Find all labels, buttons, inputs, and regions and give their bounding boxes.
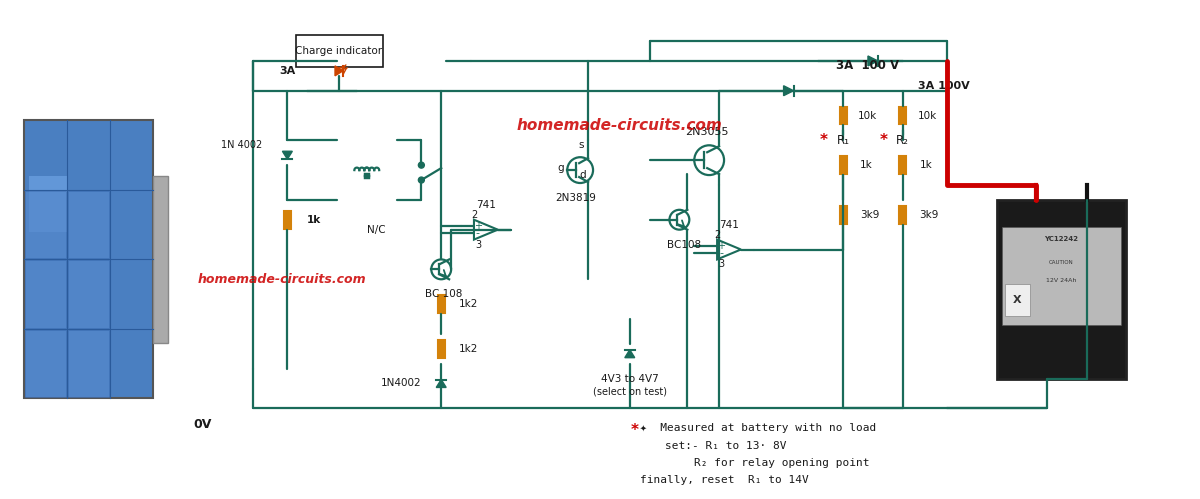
Text: 0V: 0V <box>194 418 212 431</box>
FancyBboxPatch shape <box>25 330 66 397</box>
Text: homemade-circuits.com: homemade-circuits.com <box>517 118 722 133</box>
Text: 3k9: 3k9 <box>919 210 938 220</box>
FancyBboxPatch shape <box>154 176 168 343</box>
FancyBboxPatch shape <box>24 120 154 398</box>
Text: ✦  Measured at battery with no load: ✦ Measured at battery with no load <box>640 423 876 433</box>
Text: 1N4002: 1N4002 <box>380 378 421 389</box>
Text: 4V3 to 4V7: 4V3 to 4V7 <box>601 374 659 384</box>
Text: R₂: R₂ <box>896 134 910 147</box>
Text: finally, reset  R₁ to 14V: finally, reset R₁ to 14V <box>640 475 809 485</box>
Text: 2N3055: 2N3055 <box>685 127 728 137</box>
FancyBboxPatch shape <box>1004 284 1030 316</box>
Text: d: d <box>580 170 587 180</box>
Text: N/C: N/C <box>367 225 386 235</box>
Text: +: + <box>474 221 482 231</box>
Text: 1k2: 1k2 <box>460 344 479 354</box>
Text: 10k: 10k <box>858 110 877 121</box>
Text: 741: 741 <box>476 200 496 210</box>
Text: 1k: 1k <box>919 160 932 170</box>
FancyBboxPatch shape <box>899 206 906 224</box>
Text: X: X <box>1013 295 1021 305</box>
FancyBboxPatch shape <box>899 156 906 174</box>
Text: +: + <box>718 241 725 251</box>
FancyBboxPatch shape <box>840 206 847 224</box>
Text: CAUTION: CAUTION <box>1049 260 1074 265</box>
Text: 2: 2 <box>714 230 720 240</box>
Circle shape <box>419 177 425 183</box>
Text: set:- R₁ to 13· 8V: set:- R₁ to 13· 8V <box>665 441 786 451</box>
Text: -: - <box>476 228 480 238</box>
FancyBboxPatch shape <box>438 340 445 358</box>
Text: R₁: R₁ <box>836 134 850 147</box>
Text: 1k: 1k <box>307 215 322 225</box>
Polygon shape <box>625 350 635 358</box>
FancyBboxPatch shape <box>899 107 906 124</box>
FancyBboxPatch shape <box>25 260 66 328</box>
Text: *: * <box>880 133 893 148</box>
FancyBboxPatch shape <box>29 176 68 232</box>
Text: 3: 3 <box>475 240 481 250</box>
FancyBboxPatch shape <box>284 211 290 229</box>
Text: *: * <box>631 423 638 438</box>
Text: *: * <box>820 133 833 148</box>
FancyBboxPatch shape <box>68 191 109 258</box>
FancyBboxPatch shape <box>296 35 383 67</box>
Text: 3A 100V: 3A 100V <box>918 81 970 91</box>
Polygon shape <box>335 66 343 76</box>
Polygon shape <box>282 151 293 159</box>
Text: BC108: BC108 <box>667 240 702 250</box>
Text: 3k9: 3k9 <box>860 210 880 220</box>
Text: 2: 2 <box>470 210 478 220</box>
Text: 3A  100 V: 3A 100 V <box>836 59 900 72</box>
Text: Charge indicator: Charge indicator <box>295 46 383 56</box>
FancyBboxPatch shape <box>25 191 66 258</box>
Text: 1N 4002: 1N 4002 <box>221 140 263 150</box>
Circle shape <box>419 162 425 168</box>
Polygon shape <box>868 56 878 66</box>
FancyBboxPatch shape <box>840 107 847 124</box>
FancyBboxPatch shape <box>1002 227 1121 325</box>
Text: 3A: 3A <box>280 66 295 76</box>
Text: g: g <box>557 163 564 173</box>
Text: 741: 741 <box>719 220 739 230</box>
FancyBboxPatch shape <box>68 260 109 328</box>
Text: (select on test): (select on test) <box>593 386 667 397</box>
FancyBboxPatch shape <box>438 295 445 313</box>
Text: -: - <box>719 248 724 258</box>
FancyBboxPatch shape <box>840 156 847 174</box>
Text: 1k2: 1k2 <box>460 299 479 309</box>
Text: 3: 3 <box>718 259 724 269</box>
FancyBboxPatch shape <box>997 200 1126 379</box>
Text: 10k: 10k <box>918 110 937 121</box>
Text: s: s <box>578 140 584 150</box>
Text: homemade-circuits.com: homemade-circuits.com <box>198 273 367 286</box>
Polygon shape <box>437 380 446 387</box>
Text: 12V 24Ah: 12V 24Ah <box>1046 278 1076 283</box>
Text: BC 108: BC 108 <box>426 289 463 299</box>
Text: 1k: 1k <box>860 160 872 170</box>
Text: 2N3819: 2N3819 <box>554 193 595 203</box>
FancyBboxPatch shape <box>68 330 109 397</box>
Polygon shape <box>784 86 793 96</box>
Text: R₂ for relay opening point: R₂ for relay opening point <box>695 458 870 468</box>
Text: YC12242: YC12242 <box>1044 236 1079 242</box>
